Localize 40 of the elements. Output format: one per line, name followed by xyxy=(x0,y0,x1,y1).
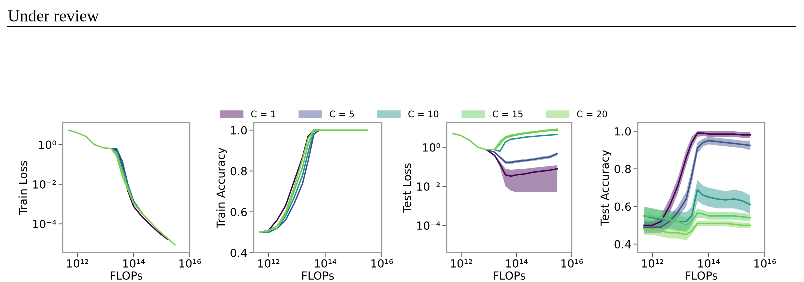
y-axis-title: Test Loss xyxy=(403,164,412,213)
y-tick-label: 10⁰ xyxy=(423,144,440,152)
y-tick-label: 10⁻² xyxy=(34,180,56,189)
y-tick-label: 10⁻⁴ xyxy=(34,220,56,229)
y-tick-label: 0.4 xyxy=(614,240,632,249)
y-tick-label: 0.8 xyxy=(230,167,247,176)
x-tick-label: 10¹⁴ xyxy=(698,259,720,268)
legend-label: C = 15 xyxy=(492,110,523,118)
y-tick-label: 0.6 xyxy=(230,208,248,216)
y-tick-label: 1.0 xyxy=(615,127,632,136)
x-tick-label: 10¹⁴ xyxy=(506,259,528,268)
x-axis-title: FLOPs xyxy=(494,272,526,280)
text: Under review xyxy=(8,10,100,22)
x-tick-label: 10¹⁴ xyxy=(124,259,146,268)
x-axis-title: FLOPs xyxy=(686,272,718,280)
y-tick-label: 0.6 xyxy=(614,202,632,212)
x-tick-label: 10¹⁶ xyxy=(180,259,202,268)
x-tick-label: 10¹² xyxy=(258,259,280,268)
x-tick-label: 10¹² xyxy=(67,259,89,268)
x-axis-title: FLOPs xyxy=(302,272,334,280)
y-tick-label: 0.8 xyxy=(614,165,631,174)
y-axis-title: Train Loss xyxy=(18,161,28,216)
x-tick-label: 10¹⁶ xyxy=(754,259,776,268)
legend-label: C = 5 xyxy=(330,110,354,118)
x-tick-label: 10¹⁶ xyxy=(372,259,394,268)
x-tick-label: 10¹⁶ xyxy=(562,259,584,268)
y-tick-label: 10⁻⁴ xyxy=(418,222,440,230)
x-axis-title: FLOPs xyxy=(110,272,143,280)
legend-label: C = 20 xyxy=(577,110,608,118)
y-tick-label: 10⁰ xyxy=(39,140,56,150)
y-tick-label: 0.4 xyxy=(230,248,248,258)
legend-label: C = 1 xyxy=(251,110,276,118)
y-tick-label: 10⁻² xyxy=(418,182,440,191)
y-tick-label: 1.0 xyxy=(231,126,248,135)
x-tick-label: 10¹² xyxy=(451,259,472,268)
legend-label: C = 10 xyxy=(408,110,439,118)
x-tick-label: 10¹² xyxy=(642,259,664,268)
x-tick-label: 10¹⁴ xyxy=(315,259,337,268)
y-axis-title: Test Accuracy xyxy=(600,150,612,226)
y-axis-title: Train Accuracy xyxy=(216,148,228,228)
